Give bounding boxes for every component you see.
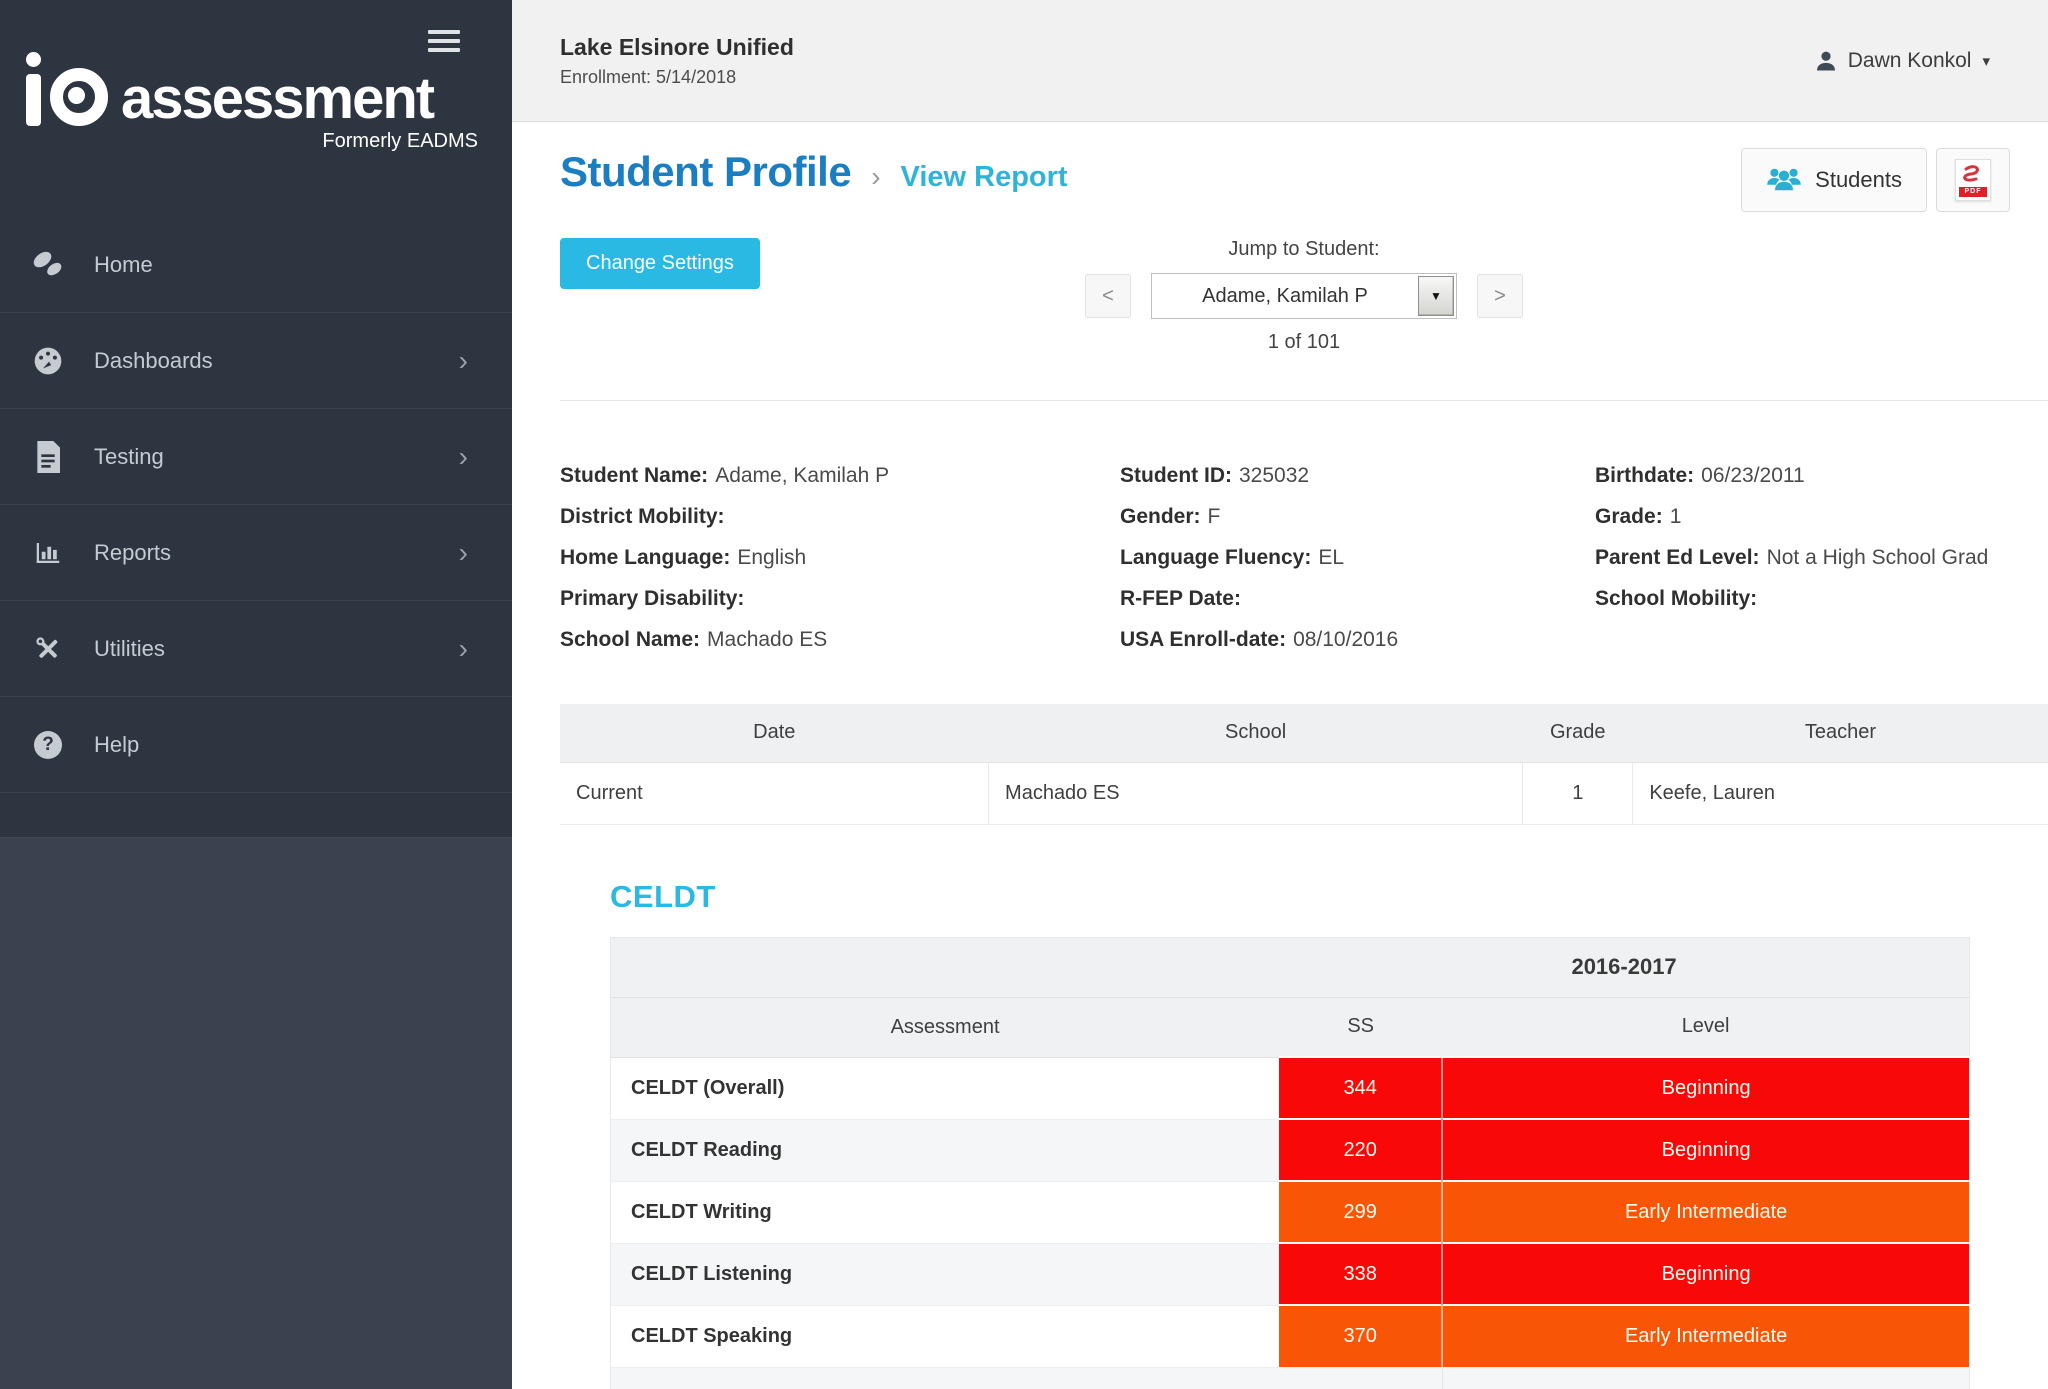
celdt-row: CELDT (Overall) 344 Beginning [610, 1056, 1970, 1119]
help-icon: ? [30, 727, 66, 763]
celdt-row: CELDT Listening 338 Beginning [610, 1242, 1970, 1305]
user-icon [1815, 50, 1837, 72]
export-pdf-button[interactable]: PDF [1936, 148, 2010, 212]
breadcrumb: Student Profile › View Report [560, 148, 1068, 196]
celdt-year-header: 2016-2017 [1279, 937, 1970, 998]
celdt-header-assessment: Assessment [610, 997, 1280, 1058]
bar-chart-icon [30, 535, 66, 571]
enrollment-teacher-cell: Keefe, Lauren [1632, 762, 2048, 825]
sidebar-item-reports[interactable]: Reports › [0, 505, 512, 601]
student-select[interactable]: Adame, Kamilah P ▼ [1150, 273, 1457, 319]
students-button-label: Students [1815, 167, 1902, 192]
sidebar-item-label: Reports [94, 539, 172, 565]
celdt-row: CELDT Writing 299 Early Intermediate [610, 1180, 1970, 1243]
user-name: Dawn Konkol [1847, 48, 1972, 72]
logo-wordmark: assessment [121, 65, 435, 131]
app-logo[interactable]: assessment Formerly EADMS [0, 0, 512, 153]
pdf-icon: PDF [1955, 159, 1991, 201]
change-settings-button[interactable]: Change Settings [560, 238, 760, 289]
enrollment-date-cell: Current [560, 762, 989, 825]
top-header: Lake Elsinore Unified Enrollment: 5/14/2… [512, 0, 2048, 122]
enrollment-date: Enrollment: 5/14/2018 [560, 66, 737, 87]
previous-student-button[interactable]: < [1084, 274, 1131, 318]
student-info: Student Name: Adame, Kamilah P District M… [560, 455, 2048, 660]
student-position: 1 of 101 [1267, 331, 1341, 353]
breadcrumb-separator-icon: › [871, 161, 881, 192]
student-select-value: Adame, Kamilah P [1202, 284, 1368, 307]
celdt-table: 2016-2017 Assessment SS Level CELDT (Ove… [610, 936, 1970, 1389]
celdt-section-title: CELDT [610, 878, 716, 914]
document-icon [30, 439, 66, 475]
select-dropdown-arrow-icon[interactable]: ▼ [1417, 276, 1454, 316]
enrollment-grade-cell: 1 [1522, 762, 1633, 825]
celdt-year-spacer [610, 937, 1280, 998]
butterfly-icon [30, 247, 66, 283]
logo-i-glyph [26, 48, 41, 126]
sidebar-item-label: Home [94, 251, 153, 277]
chevron-right-icon: › [458, 632, 468, 664]
sidebar-panel: assessment Formerly EADMS Home [0, 0, 512, 838]
sidebar-item-home[interactable]: Home [0, 217, 512, 313]
sidebar-item-label: Testing [94, 443, 164, 469]
next-student-button[interactable]: > [1476, 274, 1523, 318]
chevron-right-icon: › [458, 440, 468, 472]
sidebar-item-utilities[interactable]: Utilities › [0, 601, 512, 697]
pdf-icon-label: PDF [1959, 187, 1987, 197]
dashboard-icon [30, 343, 66, 379]
enrollment-school-cell: Machado ES [988, 762, 1523, 825]
sidebar-item-label: Help [94, 731, 140, 757]
chevron-right-icon: › [458, 344, 468, 376]
celdt-section: CELDT 2016-2017 Assessment SS Level [610, 879, 1970, 1389]
jump-to-student: Jump to Student: < Adame, Kamilah P ▼ > … [1051, 238, 1557, 354]
caret-down-icon: ▾ [1982, 52, 1990, 70]
sidebar-item-label: Utilities [94, 635, 165, 661]
logo-subtitle: Formerly EADMS [322, 130, 478, 152]
main-content: Student Profile › View Report [512, 122, 2048, 1389]
celdt-row: CELDT Speaking 370 Early Intermediate [610, 1304, 1970, 1367]
celdt-row: CELDT Reading 220 Beginning [610, 1118, 1970, 1181]
sidebar-item-help[interactable]: ? Help [0, 697, 512, 793]
chevron-right-icon: › [458, 536, 468, 568]
celdt-header-level: Level [1442, 997, 1970, 1058]
user-menu[interactable]: Dawn Konkol ▾ [1815, 49, 1990, 73]
tools-icon [30, 631, 66, 667]
sidebar-item-testing[interactable]: Testing › [0, 409, 512, 505]
sidebar-item-dashboards[interactable]: Dashboards › [0, 313, 512, 409]
district-block: Lake Elsinore Unified Enrollment: 5/14/2… [560, 34, 794, 88]
celdt-row: CELDT Comprehension 279 [610, 1366, 1970, 1389]
sidebar-menu: Home Dashboards › [0, 217, 512, 793]
page-title: Student Profile [560, 148, 852, 195]
student-info-col-1: Student Name: Adame, Kamilah P District M… [560, 464, 890, 651]
logo-o-glyph [50, 68, 108, 126]
celdt-header-ss: SS [1279, 997, 1443, 1058]
hamburger-menu-icon[interactable] [428, 30, 460, 57]
sidebar: assessment Formerly EADMS Home [0, 0, 512, 1389]
district-name: Lake Elsinore Unified [560, 33, 794, 60]
section-divider [560, 400, 2048, 401]
enrollment-header-date: Date [560, 704, 989, 763]
jump-to-student-label: Jump to Student: [1228, 238, 1380, 260]
student-info-col-2: Student ID: 325032 Gender: F Language Flue… [1120, 464, 1399, 651]
students-group-icon [1766, 165, 1802, 195]
enrollment-header-teacher: Teacher [1632, 704, 2048, 763]
enrollment-table: Date School Grade Teacher Current Machad… [560, 704, 2048, 825]
enrollment-row: Current Machado ES 1 Keefe, Lauren [560, 762, 2048, 825]
sidebar-item-label: Dashboards [94, 347, 213, 373]
enrollment-header-school: School [988, 704, 1523, 763]
student-info-col-3: Birthdate: 06/23/2011 Grade: 1 Parent Ed L… [1595, 464, 1989, 610]
students-button[interactable]: Students [1741, 148, 1927, 212]
enrollment-header-grade: Grade [1522, 704, 1633, 763]
report-title[interactable]: View Report [900, 161, 1068, 193]
